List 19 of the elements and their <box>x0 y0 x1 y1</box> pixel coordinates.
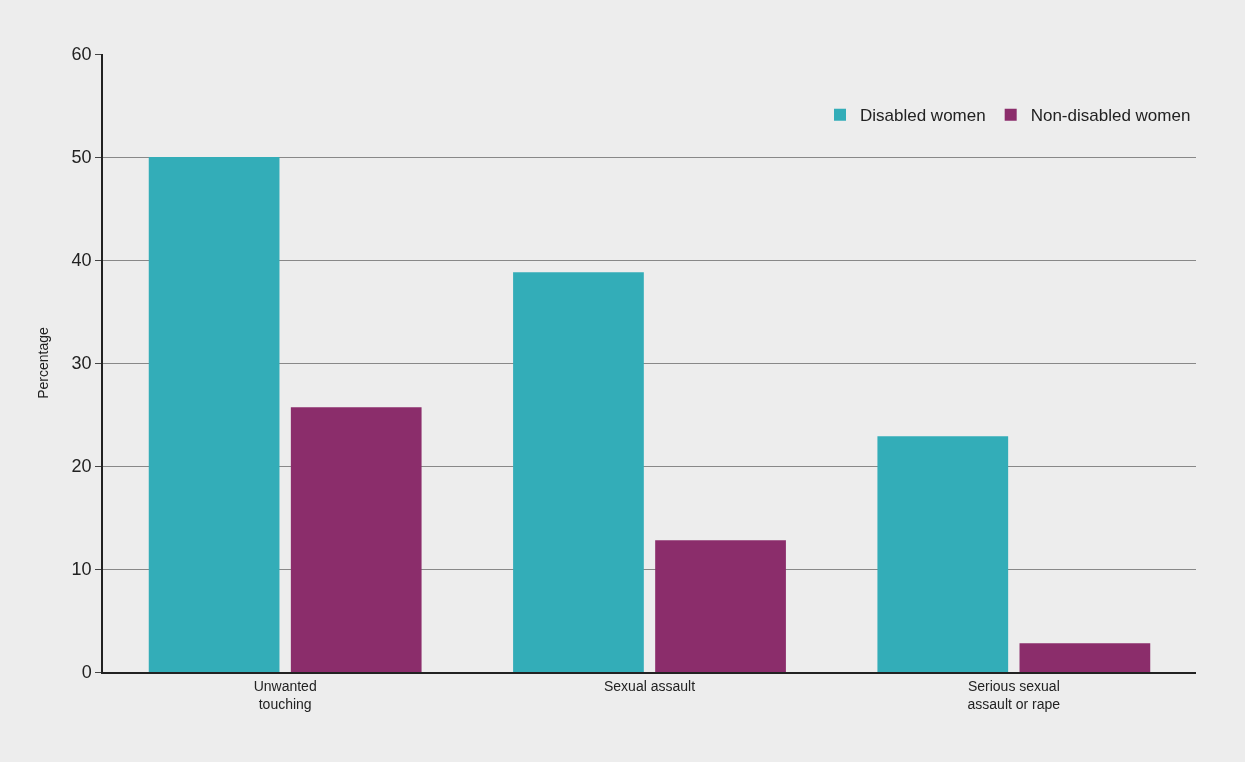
bar <box>877 436 1009 672</box>
y-tick-label: 30 <box>71 353 92 374</box>
x-tick-label: Serious sexual assault or rape <box>967 677 1061 712</box>
y-tick-label: 40 <box>71 250 92 271</box>
y-tick-label: 60 <box>71 44 92 65</box>
y-tick-label: 50 <box>71 147 92 168</box>
y-axis-title: Percentage <box>34 326 51 399</box>
x-tick-label: Unwanted touching <box>253 677 317 712</box>
bar <box>1019 643 1151 672</box>
x-tick-label: Sexual assault <box>603 677 696 694</box>
y-tick-label: 20 <box>71 456 92 477</box>
y-tick-label: 0 <box>81 662 92 683</box>
y-tick-label: 10 <box>71 559 92 580</box>
bar <box>655 540 786 672</box>
legend-label: Disabled women <box>860 106 986 126</box>
legend-label: Non-disabled women <box>1030 106 1191 126</box>
bar <box>148 157 280 672</box>
bar <box>290 407 422 672</box>
bar <box>513 272 644 672</box>
